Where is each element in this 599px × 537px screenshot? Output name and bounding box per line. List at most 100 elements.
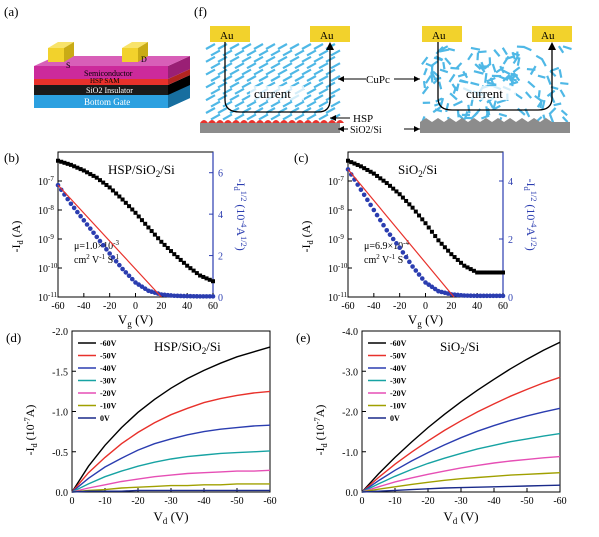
sqrt-id-point (68, 201, 74, 207)
x-tick-label: -10 (98, 496, 111, 507)
id-point (378, 176, 383, 181)
id-point (204, 276, 209, 281)
id-point (365, 167, 370, 172)
cupc-molecule (480, 114, 490, 120)
sqrt-id-point (403, 254, 409, 260)
cupc-molecule (510, 76, 514, 87)
sqrt-id-point (181, 293, 187, 299)
id-point (88, 172, 93, 177)
current-label-right: current (466, 86, 503, 101)
cupc-molecule (330, 100, 341, 108)
cupc-molecule (318, 100, 329, 108)
legend-label: -40V (100, 364, 117, 373)
id-point (172, 252, 177, 257)
x-tick-label: 40 (182, 301, 192, 312)
id-point (433, 234, 438, 239)
cupc-molecule (486, 107, 491, 116)
id-point (371, 171, 376, 176)
layer-label-semiconductor: Semiconductor (84, 69, 133, 78)
sqrt-id-point (104, 247, 109, 252)
cupc-molecule (270, 100, 281, 108)
id-point (468, 267, 473, 272)
cupc-molecule (234, 87, 245, 95)
cupc-molecule (505, 55, 515, 60)
mobility-unit: cm2 V-1 S-1 (74, 253, 120, 266)
y-tick-label: -0.5 (52, 448, 68, 459)
cupc-molecule (509, 80, 519, 86)
cupc-molecule (455, 83, 460, 92)
cupc-molecule (492, 100, 497, 110)
output-curve (71, 390, 271, 493)
sqrt-id-point (94, 234, 100, 240)
panel-f: (f) Au Au Au Au current current CuPc HSP (194, 4, 572, 136)
cupc-molecule (493, 49, 501, 57)
sqrt-id-point (387, 232, 393, 237)
sqrt-id-point (81, 218, 87, 223)
cupc-molecule (253, 55, 264, 63)
cupc-molecule (246, 49, 257, 57)
cupc-molecule (435, 97, 443, 103)
sqrt-id-point (491, 293, 496, 299)
cupc-molecule (210, 113, 221, 121)
cupc-molecule (450, 66, 460, 70)
cupc-molecule (536, 99, 544, 108)
cupc-molecule (457, 72, 468, 78)
legend-label: -20V (100, 389, 117, 398)
y-tick-label: 10-10 (328, 262, 348, 275)
panel-title: HSP/SiO2​/Si (108, 162, 175, 179)
gate-layer-right (168, 85, 190, 108)
cupc-molecule (205, 94, 216, 102)
cupc-molecule (529, 65, 537, 76)
cupc-molecule (541, 99, 546, 110)
y-axis-label: -Id (A) (9, 221, 25, 253)
cupc-molecule (477, 50, 487, 54)
x-tick-label: -40 (367, 301, 380, 312)
sqrt-id-point (175, 293, 180, 299)
cupc-molecule (449, 92, 458, 101)
id-point (143, 221, 148, 226)
sqrt-id-point (419, 276, 425, 281)
semiconductor-top (34, 56, 190, 66)
cupc-molecule (205, 55, 216, 63)
cupc-molecule (229, 68, 240, 76)
legend-label: -50V (390, 352, 407, 361)
sqrt-id-point (126, 273, 132, 279)
cupc-molecule (423, 67, 428, 76)
hsp-layer (200, 120, 344, 123)
y2-tick-label: 0 (508, 293, 513, 304)
source-electrode-side (64, 42, 74, 62)
current-arrow-right (548, 42, 556, 50)
cupc-arrow-left (338, 76, 344, 82)
au-electrode-2 (310, 26, 350, 42)
sqrt-id-point (484, 293, 490, 299)
id-point (407, 202, 412, 207)
cupc-molecule (330, 49, 341, 57)
sqrt-id-point (500, 293, 506, 299)
cupc-molecule (431, 60, 439, 67)
y2-tick-label: 2 (508, 235, 513, 246)
y-tick-label: -1.5 (52, 367, 68, 378)
cupc-molecule (234, 49, 245, 57)
panel-letter: (d) (6, 330, 21, 345)
current-label-left: current (254, 86, 291, 101)
cupc-molecule (559, 89, 566, 98)
cupc-molecule (241, 55, 252, 63)
cupc-molecule (277, 68, 288, 76)
output-curve (361, 432, 561, 493)
cupc-molecule (562, 45, 572, 51)
cupc-molecule (484, 73, 488, 83)
current-path-left (224, 42, 331, 113)
sqrt-id-point (110, 255, 116, 260)
id-point (420, 217, 425, 222)
id-point (459, 260, 464, 265)
sqrt-id-point (348, 172, 354, 177)
sqrt-id-point (413, 268, 419, 273)
y-tick-label: -3.0 (342, 367, 358, 378)
semiconductor-layer-right (168, 56, 190, 79)
sqrt-id-point (65, 196, 70, 202)
legend-label: -30V (390, 377, 407, 386)
y-tick-label: 10-9 (328, 233, 344, 246)
cupc-molecule (330, 75, 341, 82)
cupc-molecule (540, 58, 547, 67)
